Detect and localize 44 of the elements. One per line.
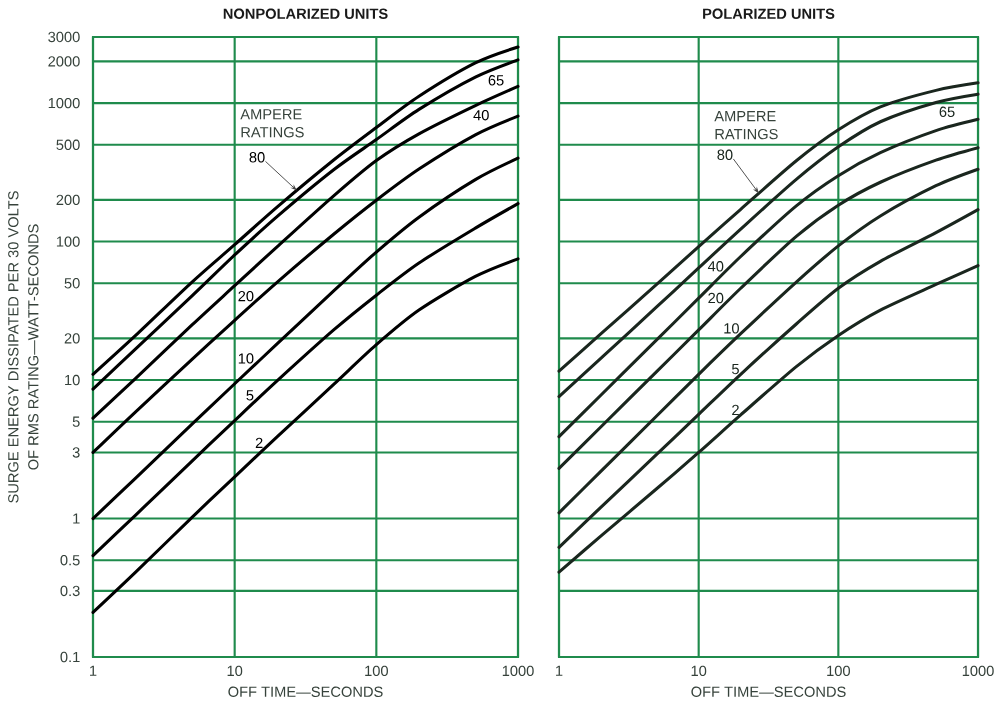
y-tick-label: 2000: [48, 56, 80, 67]
y-axis-title: SURGE ENERGY DISSIPATED PER 30 VOLTS OF RMS RATING—WATT-SECONDS: [8, 191, 39, 503]
x-tick-label: 10: [691, 665, 707, 677]
x-tick-label: 10: [227, 665, 243, 677]
y-tick-label: 3000: [48, 31, 80, 43]
y-tick-label: 3: [72, 447, 80, 458]
text: 80: [717, 149, 733, 160]
text: 80: [249, 152, 265, 163]
x-axis-title: OFF TIME—SECONDS: [228, 686, 383, 697]
y-tick-label: 200: [56, 194, 80, 206]
series-label: 20: [238, 290, 254, 302]
y-tick-label: 0.1: [60, 651, 80, 663]
series-label: 65: [488, 75, 504, 86]
x-tick-label: 100: [365, 665, 388, 677]
y-tick-label: 100: [56, 236, 80, 247]
y-tick-label: 1: [73, 513, 80, 524]
y-tick-label: 0.3: [60, 585, 80, 597]
series-label: 40: [473, 110, 489, 121]
x-axis-title: OFF TIME—SECONDS: [691, 686, 846, 697]
annotation: AMPERE RATINGS: [240, 109, 304, 138]
y-tick-label: 10: [65, 374, 80, 386]
series-label: 10: [724, 323, 739, 334]
y-tick-label: 5: [72, 416, 80, 427]
y-tick-label: 20: [64, 333, 80, 344]
x-tick-label: 1000: [962, 665, 994, 677]
series-label: 5: [246, 390, 254, 401]
series-label: 65: [939, 106, 955, 117]
series-label: 2: [732, 404, 739, 416]
series-label: 5: [732, 363, 739, 375]
x-tick-label: 1: [90, 665, 97, 676]
chart-title: POLARIZED UNITS: [703, 8, 835, 19]
x-tick-label: 100: [827, 665, 850, 677]
chart-title: NONPOLARIZED UNITS: [223, 8, 388, 19]
annotation: AMPERE RATINGS: [714, 111, 778, 140]
series-label: 2: [255, 437, 263, 448]
y-tick-label: 1000: [48, 97, 80, 109]
series-label: 40: [707, 261, 724, 272]
y-tick-label: 0.5: [60, 555, 80, 566]
x-tick-label: 1: [556, 665, 563, 676]
x-tick-label: 1000: [502, 665, 534, 677]
series-label: 10: [238, 353, 254, 364]
series-label: 20: [708, 292, 724, 304]
y-tick-label: 50: [64, 278, 80, 289]
y-tick-label: 500: [56, 139, 80, 150]
